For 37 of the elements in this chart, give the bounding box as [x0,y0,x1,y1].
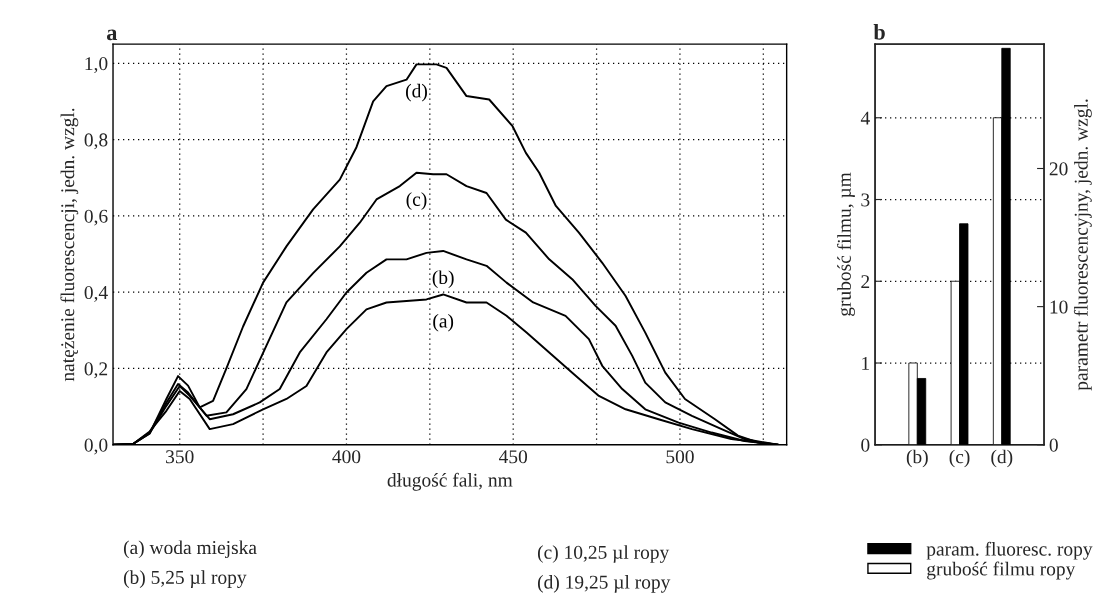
series-label: (a) [433,313,454,332]
y-tick-label: 0 [861,438,870,452]
series-label: (c) [406,192,427,210]
y-tick-label: 0,2 [84,362,108,379]
y-tick-label: 1,0 [85,57,108,73]
y-tick-label: 2 [861,275,870,289]
chart-title: a [107,29,118,41]
legend-label: grubość filmu ropy [927,561,1076,580]
y2-tick-label: 10 [1050,300,1068,314]
chart-title: b [873,24,885,40]
y-tick-label: 0,4 [84,285,108,302]
y-tick-label: 1 [862,356,870,370]
y2-tick-label: 0 [1049,438,1058,452]
x-tick-label: 350 [166,450,194,464]
series-label: (d) [406,83,427,102]
y-axis-title: grubość filmu, µm [837,172,855,316]
legend-label: param. fluoresc. ropy [926,541,1093,560]
y-tick-label: 3 [861,193,870,207]
text: (b) 5,25 µl ropy [123,570,247,588]
x-axis-title: długość fali, nm [387,472,513,491]
y-tick-label: 0,6 [84,209,108,226]
y-axis-title: natężenie fluorescencji, jedn. wzgl. [60,108,79,382]
text: (a) woda miejska [123,540,257,559]
x-tick-label: (b) [906,449,928,468]
y2-axis-title: parametr fluorescencyjny, jedn. wzgl. [1073,99,1092,391]
x-tick-label: 450 [499,450,528,464]
x-tick-label: 400 [332,450,361,464]
x-tick-label: (d) [991,449,1013,468]
series-label: (b) [432,270,454,289]
y2-tick-label: 20 [1049,162,1068,176]
x-tick-label: 500 [666,450,694,464]
text: (c) 10,25 µl ropy [537,545,670,563]
text: (d) 19,25 µl ropy [537,575,671,593]
y-tick-label: 0,0 [84,438,108,455]
y-tick-label: 0,8 [84,133,108,150]
x-tick-label: (c) [949,449,970,468]
y-tick-label: 4 [860,111,870,125]
